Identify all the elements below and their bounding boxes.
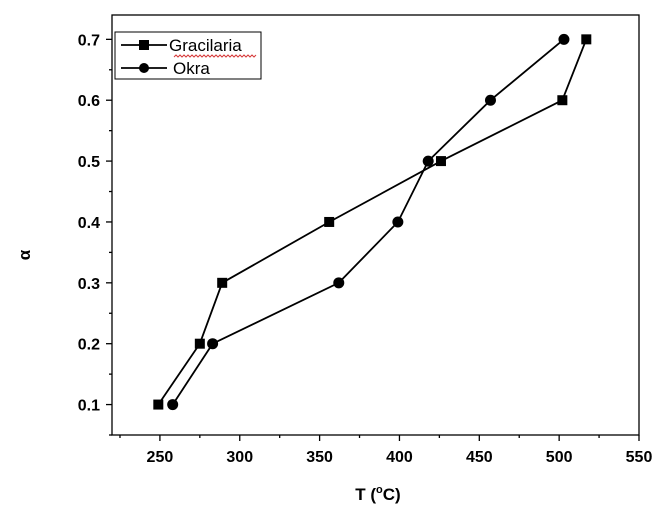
point-okra-5 [484, 94, 496, 106]
x-tick-label-500: 500 [546, 449, 573, 466]
legend: Gracilaria Okra [114, 31, 262, 80]
point-gracilaria-1 [194, 338, 205, 349]
x-tick-label-300: 300 [226, 449, 253, 466]
x-tick-label-400: 400 [386, 449, 413, 466]
point-gracilaria-2 [217, 277, 228, 288]
legend-label-gracilaria: Gracilaria [169, 36, 242, 55]
point-gracilaria-4 [435, 156, 446, 167]
legend-marker-okra [139, 63, 149, 73]
y-tick-label-0.2: 0.2 [78, 337, 100, 354]
x-tick-label-350: 350 [306, 449, 333, 466]
point-gracilaria-0 [153, 399, 164, 410]
x-axis-title: T (oC) [355, 484, 400, 504]
spellcheck-underline [173, 54, 257, 58]
y-tick-label-0.6: 0.6 [78, 93, 100, 110]
point-okra-3 [392, 216, 404, 228]
x-tick-label-550: 550 [626, 449, 653, 466]
axis-ticks [106, 38, 640, 441]
y-tick-labels: 0.1 0.2 0.3 0.4 0.5 0.6 0.7 [78, 32, 100, 414]
point-okra-1 [207, 338, 219, 350]
plot-frame [111, 14, 640, 436]
x-tick-label-450: 450 [466, 449, 493, 466]
y-axis-title: α [15, 249, 34, 260]
series-line-okra [171, 38, 565, 406]
x-axis-title-superscript: o [376, 484, 383, 496]
point-okra-4 [422, 155, 434, 167]
point-gracilaria-3 [324, 216, 335, 227]
legend-marker-gracilaria [139, 40, 149, 50]
series-layer [153, 33, 592, 411]
point-okra-2 [333, 277, 345, 289]
y-tick-label-0.1: 0.1 [78, 398, 100, 415]
y-tick-label-0.7: 0.7 [78, 32, 100, 49]
legend-label-okra: Okra [173, 59, 210, 78]
point-okra-0 [167, 399, 179, 411]
point-gracilaria-5 [557, 95, 568, 106]
y-tick-label-0.5: 0.5 [78, 154, 100, 171]
point-gracilaria-6 [581, 34, 592, 45]
y-tick-label-0.4: 0.4 [78, 215, 100, 232]
series-line-gracilaria [157, 38, 588, 406]
x-tick-label-250: 250 [147, 449, 174, 466]
x-axis-title-main: T ( [355, 485, 376, 504]
x-axis-title-unit: C) [383, 485, 401, 504]
x-tick-labels: 250 300 350 400 450 500 550 [147, 449, 653, 466]
y-tick-label-0.3: 0.3 [78, 276, 100, 293]
point-okra-6 [558, 33, 570, 45]
